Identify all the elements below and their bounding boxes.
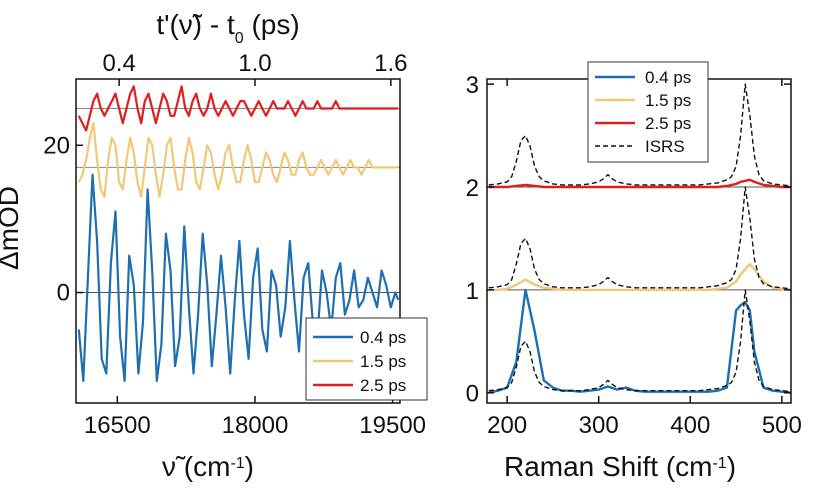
legend-label-0-4-ps: 0.4 ps bbox=[360, 328, 406, 347]
legend-label-isrs: ISRS bbox=[645, 137, 685, 156]
top-tick-label: 1.6 bbox=[374, 50, 407, 77]
left-top-axis-label: t'(ν̃) - t0 (ps) bbox=[156, 9, 299, 47]
y-tick-label: 0 bbox=[466, 381, 479, 408]
legend-label-1-5-ps: 1.5 ps bbox=[645, 91, 691, 110]
x-tick-label: 16500 bbox=[84, 412, 151, 439]
y-tick-label: 2 bbox=[466, 175, 479, 202]
left-legend: 0.4 ps 1.5 ps 2.5 ps bbox=[305, 317, 428, 401]
left-xlabel: ν̃ (cm-1) bbox=[162, 451, 254, 482]
series-line-isrs bbox=[488, 289, 792, 393]
top-tick-label: 1.0 bbox=[238, 50, 271, 77]
legend-label-2-5-ps: 2.5 ps bbox=[645, 114, 691, 133]
y-tick-label: 20 bbox=[43, 132, 70, 159]
series-line-isrs bbox=[488, 83, 792, 187]
x-tick-label: 200 bbox=[487, 412, 527, 439]
series-line-0-4-ps bbox=[488, 288, 792, 394]
top-tick-label: 0.4 bbox=[102, 50, 135, 77]
series-line-0-4-ps bbox=[77, 173, 400, 382]
x-tick-label: 400 bbox=[670, 412, 710, 439]
legend-label-1-5-ps: 1.5 ps bbox=[360, 352, 406, 371]
x-tick-label: 500 bbox=[762, 412, 802, 439]
y-tick-label: 1 bbox=[466, 278, 479, 305]
y-tick-label: 3 bbox=[466, 72, 479, 99]
x-tick-label: 300 bbox=[579, 412, 619, 439]
legend-label-2-5-ps: 2.5 ps bbox=[360, 376, 406, 395]
series-line-2-5-ps bbox=[77, 85, 399, 132]
series-line-isrs bbox=[488, 186, 792, 290]
left-panel-chart: 16500 18000 19500 0 20 0.4 1.0 1.6 ΔmOD ν̃ (c… bbox=[0, 9, 428, 482]
legend-label-0-4-ps: 0.4 ps bbox=[645, 68, 691, 87]
series-line-1-5-ps bbox=[488, 262, 792, 292]
x-tick-label: 19500 bbox=[359, 412, 426, 439]
left-ylabel: ΔmOD bbox=[0, 186, 24, 270]
left-plot-frame bbox=[75, 78, 401, 404]
series-line-1-5-ps bbox=[77, 122, 399, 198]
right-panel-chart: 200 300 400 500 0 1 2 3 Raman Shift (cm-1) 0.4… bbox=[466, 61, 802, 482]
right-xlabel: Raman Shift (cm-1) bbox=[504, 451, 736, 482]
y-tick-label: 0 bbox=[57, 280, 70, 307]
right-legend: 0.4 ps 1.5 ps 2.5 ps ISRS bbox=[587, 61, 709, 163]
x-tick-label: 18000 bbox=[222, 412, 289, 439]
series-line-2-5-ps bbox=[488, 178, 791, 189]
